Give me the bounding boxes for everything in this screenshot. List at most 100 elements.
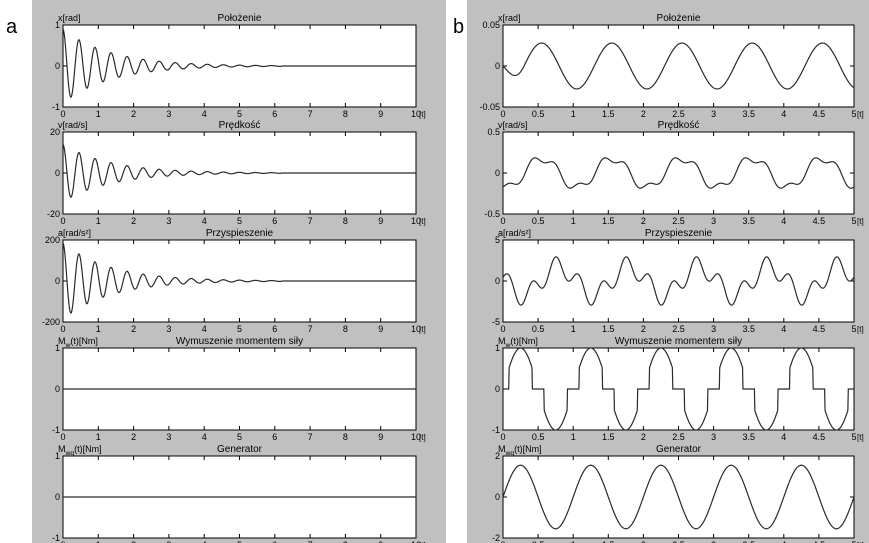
panel-letter-a: a bbox=[6, 16, 18, 38]
panel-letter-b: b bbox=[453, 16, 465, 38]
x-unit-label-a3: [t] bbox=[419, 325, 426, 334]
x-tick-label-a4-7: 7 bbox=[308, 432, 313, 442]
x-tick-label-a1-6: 6 bbox=[272, 109, 277, 119]
x-tick-label-b4-3: 1.5 bbox=[602, 432, 615, 442]
y-tick-label-a2-0: 20 bbox=[50, 127, 60, 137]
x-tick-label-a1-9: 9 bbox=[378, 109, 383, 119]
x-tick-label-a2-10: 10 bbox=[411, 216, 421, 226]
plot-area-b3 bbox=[502, 239, 855, 323]
x-unit-label-b1: [t] bbox=[857, 110, 864, 119]
x-unit-label-b2: [t] bbox=[857, 217, 864, 226]
x-tick-label-b4-8: 4 bbox=[781, 432, 786, 442]
x-tick-label-a1-5: 5 bbox=[237, 109, 242, 119]
x-tick-label-b3-8: 4 bbox=[781, 324, 786, 334]
x-tick-label-b5-9: 4.5 bbox=[813, 540, 826, 543]
y-tick-label-a3-1: 0 bbox=[55, 276, 60, 286]
x-tick-label-b5-0: 0 bbox=[500, 540, 505, 543]
x-tick-label-b3-2: 1 bbox=[571, 324, 576, 334]
x-tick-label-a2-1: 1 bbox=[96, 216, 101, 226]
x-tick-label-a4-0: 0 bbox=[60, 432, 65, 442]
x-tick-label-a2-0: 0 bbox=[60, 216, 65, 226]
x-tick-label-a5-9: 9 bbox=[378, 540, 383, 543]
y-axis-label-a3: a[rad/s²] bbox=[58, 228, 91, 238]
x-tick-label-a2-4: 4 bbox=[202, 216, 207, 226]
x-tick-label-b5-4: 2 bbox=[641, 540, 646, 543]
x-tick-label-b4-5: 2.5 bbox=[672, 432, 685, 442]
x-tick-label-a2-6: 6 bbox=[272, 216, 277, 226]
x-tick-label-a5-6: 6 bbox=[272, 540, 277, 543]
series-line-b3 bbox=[502, 256, 855, 306]
x-tick-label-a4-2: 2 bbox=[131, 432, 136, 442]
x-tick-label-b2-9: 4.5 bbox=[813, 216, 826, 226]
y-tick-label-a2-2: -20 bbox=[47, 209, 60, 219]
y-axis-label-a2: v[rad/s] bbox=[58, 120, 88, 130]
x-unit-label-b4: [t] bbox=[857, 433, 864, 442]
x-tick-label-b2-8: 4 bbox=[781, 216, 786, 226]
y-tick-label-b2-0: 0.5 bbox=[487, 127, 500, 137]
x-unit-label-b5: [t] bbox=[857, 541, 864, 543]
series-line-b1 bbox=[502, 42, 855, 90]
x-tick-label-b2-1: 0.5 bbox=[532, 216, 545, 226]
x-tick-label-b3-7: 3.5 bbox=[742, 324, 755, 334]
y-tick-label-a2-1: 0 bbox=[55, 168, 60, 178]
x-tick-label-a2-7: 7 bbox=[308, 216, 313, 226]
x-tick-label-b1-8: 4 bbox=[781, 109, 786, 119]
x-tick-label-a5-8: 8 bbox=[343, 540, 348, 543]
y-tick-label-b3-1: 0 bbox=[495, 276, 500, 286]
x-tick-label-b2-7: 3.5 bbox=[742, 216, 755, 226]
x-tick-label-a3-3: 3 bbox=[166, 324, 171, 334]
x-tick-label-b3-9: 4.5 bbox=[813, 324, 826, 334]
x-tick-label-b2-6: 3 bbox=[711, 216, 716, 226]
y-axis-label-b2: v[rad/s] bbox=[498, 120, 528, 130]
plot-title-a1: Położenie bbox=[218, 13, 262, 24]
plot-area-b1 bbox=[502, 24, 855, 108]
y-tick-label-b2-1: 0 bbox=[495, 168, 500, 178]
x-tick-label-b3-1: 0.5 bbox=[532, 324, 545, 334]
x-tick-label-a5-3: 3 bbox=[166, 540, 171, 543]
series-line-b5 bbox=[502, 464, 855, 530]
y-tick-label-b5-0: 2 bbox=[495, 451, 500, 461]
x-tick-label-b5-8: 4 bbox=[781, 540, 786, 543]
y-axis-label-a1: x[rad] bbox=[58, 13, 81, 23]
y-tick-label-a1-0: 1 bbox=[55, 20, 60, 30]
x-unit-label-a2: [t] bbox=[419, 217, 426, 226]
x-tick-label-a3-0: 0 bbox=[60, 324, 65, 334]
y-axis-label-b4: Mw(t)[Nm] bbox=[498, 336, 538, 349]
x-tick-label-b2-2: 1 bbox=[571, 216, 576, 226]
x-tick-label-a3-2: 2 bbox=[131, 324, 136, 334]
x-tick-label-b1-3: 1.5 bbox=[602, 109, 615, 119]
x-tick-label-a1-1: 1 bbox=[96, 109, 101, 119]
x-tick-label-b4-10: 5 bbox=[851, 432, 856, 442]
y-tick-label-a3-0: 200 bbox=[45, 235, 60, 245]
x-tick-label-a4-8: 8 bbox=[343, 432, 348, 442]
x-tick-label-b2-3: 1.5 bbox=[602, 216, 615, 226]
x-tick-label-a3-1: 1 bbox=[96, 324, 101, 334]
x-tick-label-a2-3: 3 bbox=[166, 216, 171, 226]
x-tick-label-b5-6: 3 bbox=[711, 540, 716, 543]
x-tick-label-a5-5: 5 bbox=[237, 540, 242, 543]
x-tick-label-b3-0: 0 bbox=[500, 324, 505, 334]
x-tick-label-a4-3: 3 bbox=[166, 432, 171, 442]
x-tick-label-a5-7: 7 bbox=[308, 540, 313, 543]
x-tick-label-a3-8: 8 bbox=[343, 324, 348, 334]
y-tick-label-b1-2: -0.05 bbox=[479, 102, 500, 112]
x-tick-label-a1-4: 4 bbox=[202, 109, 207, 119]
y-axis-label-b5: Mwg(t)[Nm] bbox=[498, 444, 542, 457]
x-tick-label-a3-5: 5 bbox=[237, 324, 242, 334]
series-line-b2 bbox=[502, 157, 855, 189]
y-axis-label-b1: x[rad] bbox=[498, 13, 521, 23]
y-tick-label-b4-2: -1 bbox=[492, 425, 500, 435]
series-line-a3 bbox=[62, 242, 416, 314]
x-tick-label-b5-7: 3.5 bbox=[742, 540, 755, 543]
x-tick-label-b4-7: 3.5 bbox=[742, 432, 755, 442]
series-line-b4 bbox=[503, 347, 854, 431]
y-tick-label-a5-0: 1 bbox=[55, 451, 60, 461]
x-tick-label-b5-5: 2.5 bbox=[672, 540, 685, 543]
series-line-a1 bbox=[62, 28, 416, 98]
y-tick-label-b5-2: -2 bbox=[492, 533, 500, 543]
x-tick-label-a1-8: 8 bbox=[343, 109, 348, 119]
x-tick-label-a1-2: 2 bbox=[131, 109, 136, 119]
y-axis-label-a5: Mwg(t)[Nm] bbox=[58, 444, 102, 457]
plot-area-b2 bbox=[502, 131, 855, 215]
